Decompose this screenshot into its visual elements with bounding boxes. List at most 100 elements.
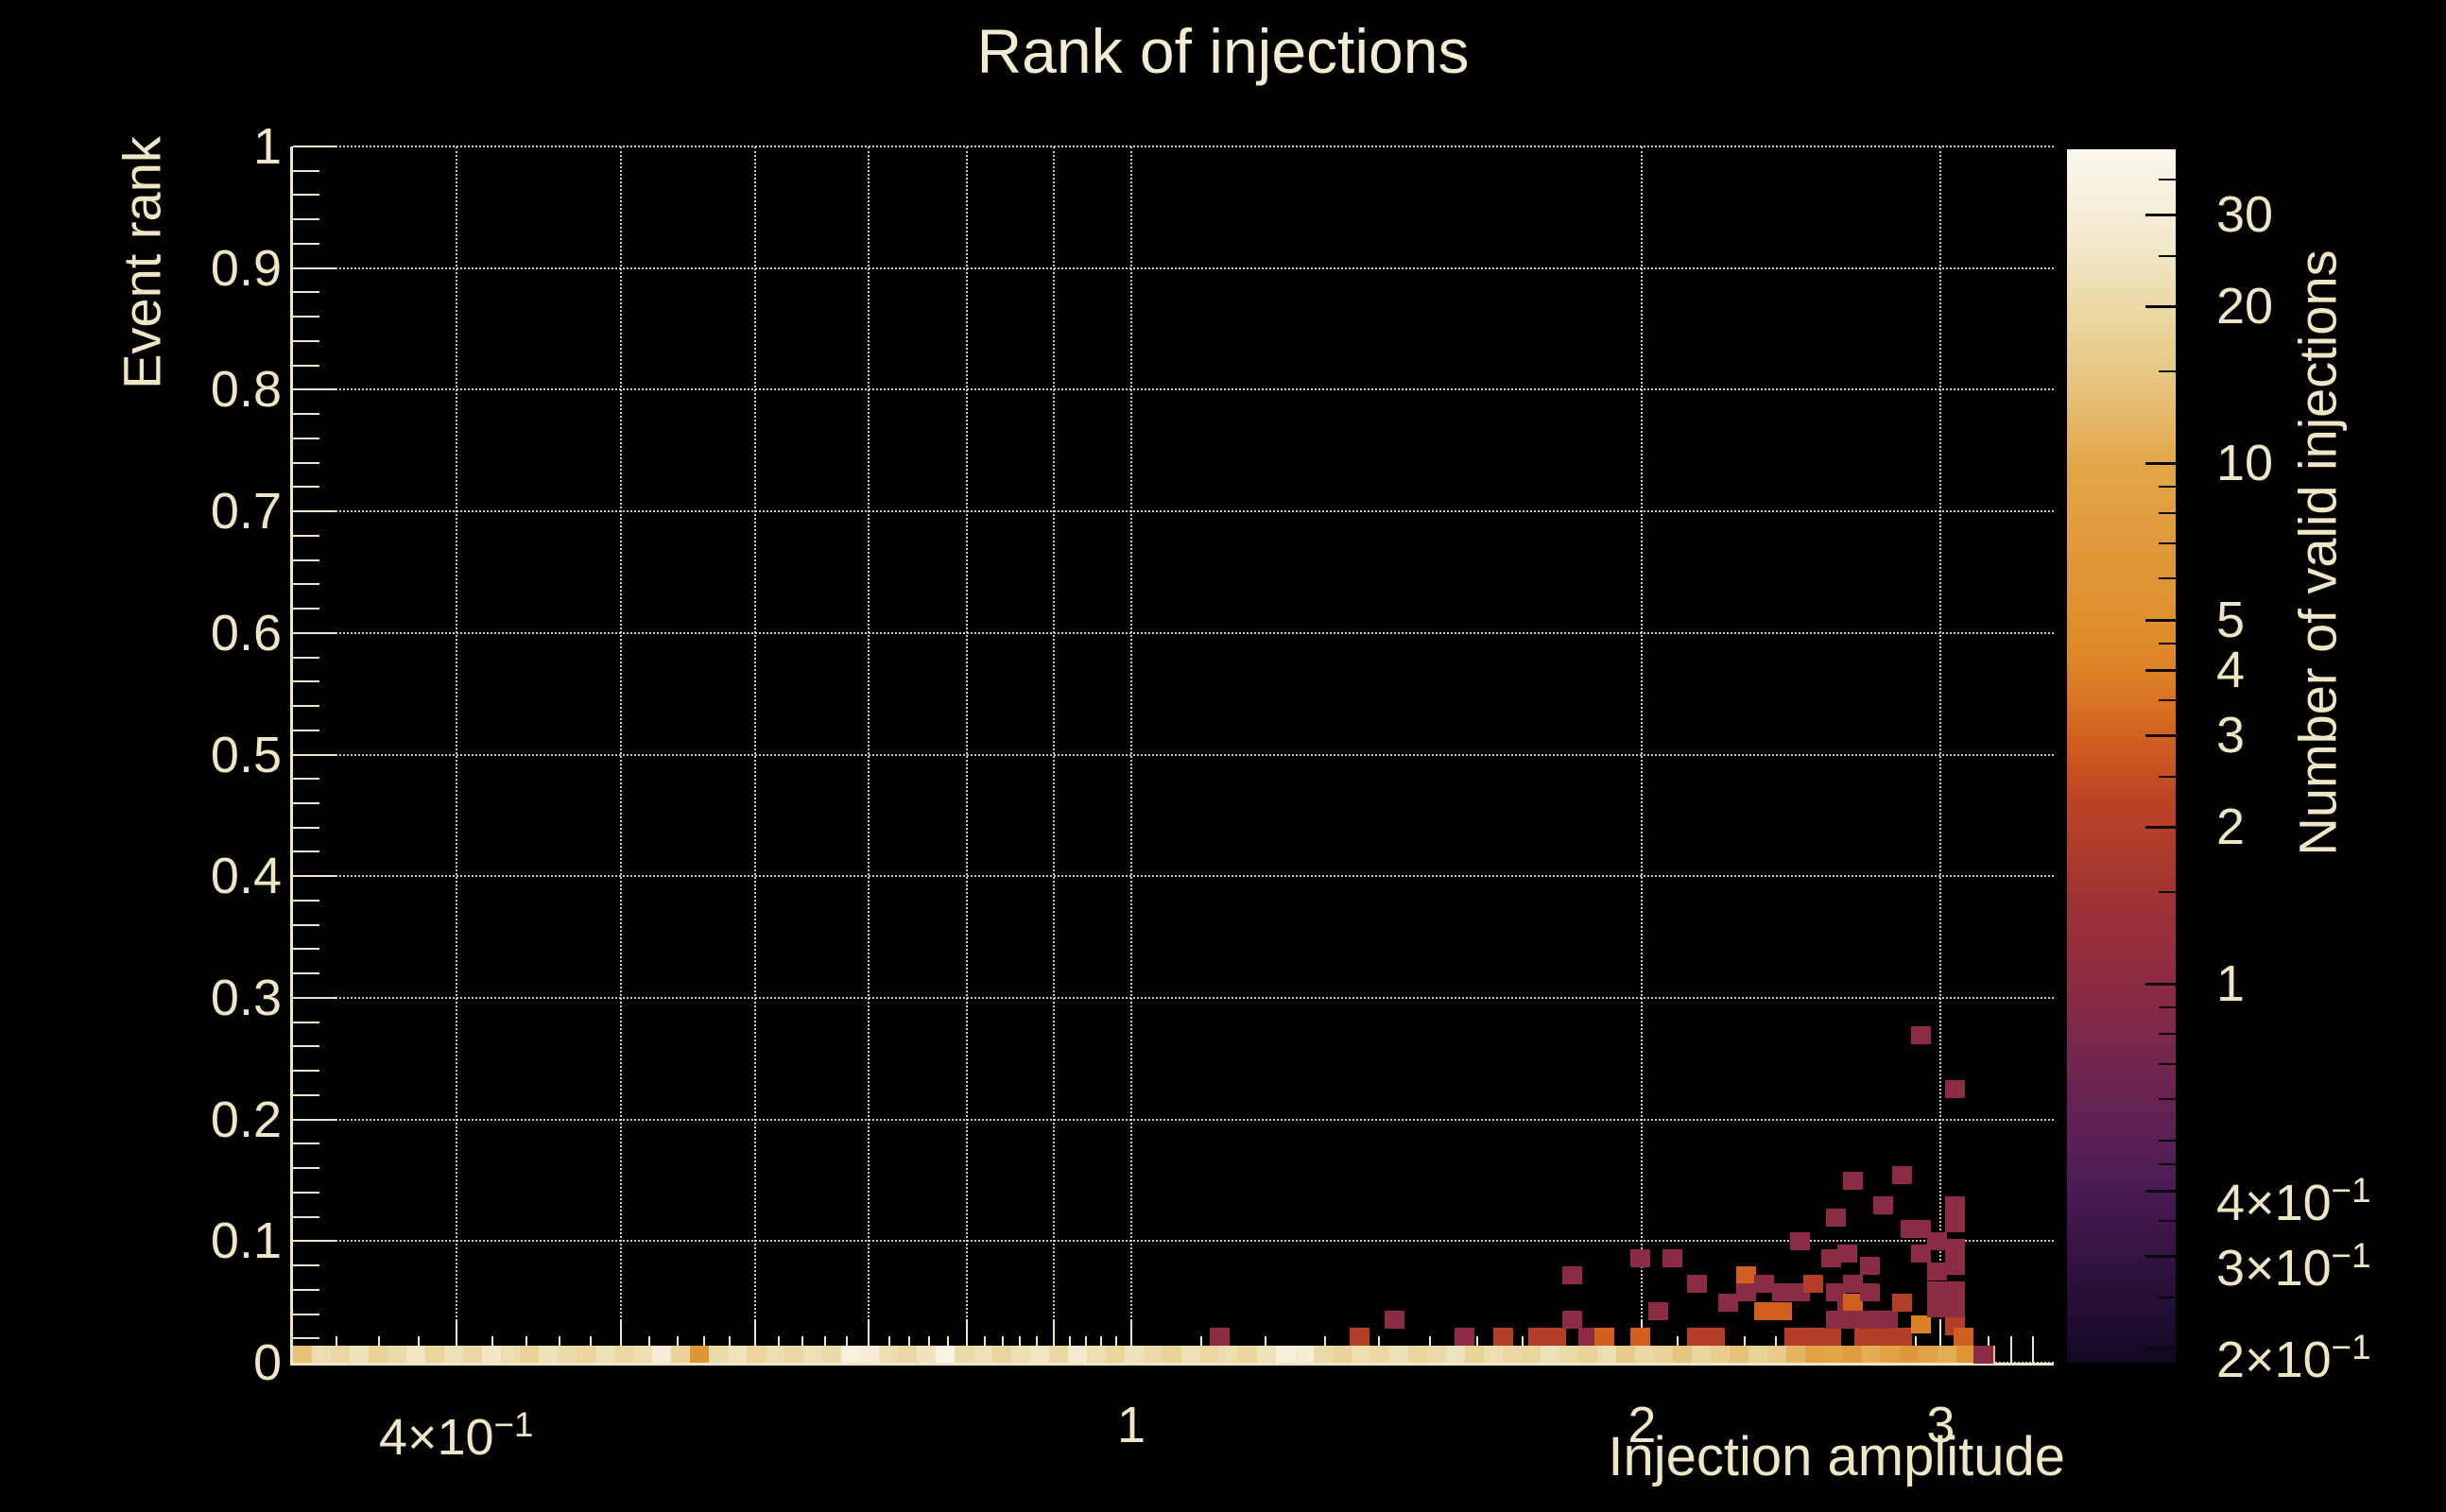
heatmap-cell bbox=[1927, 1280, 1947, 1299]
y-minor-tick bbox=[293, 1045, 319, 1048]
colorbar-tick-label: 1 bbox=[2216, 955, 2246, 1012]
heatmap-band-cell bbox=[1541, 1346, 1560, 1363]
heatmap-band-cell bbox=[766, 1346, 785, 1363]
y-minor-tick bbox=[293, 801, 319, 804]
y-minor-tick bbox=[293, 437, 319, 439]
heatmap-cell bbox=[1647, 1301, 1668, 1320]
heatmap-cell bbox=[1210, 1327, 1231, 1346]
heatmap-band-cell bbox=[709, 1346, 729, 1363]
y-minor-tick bbox=[293, 194, 319, 197]
colorbar-tick-label: 20 bbox=[2216, 278, 2274, 335]
heatmap-cell bbox=[1802, 1275, 1823, 1294]
colorbar-minor-tick bbox=[2159, 486, 2176, 489]
y-minor-tick bbox=[293, 461, 319, 464]
y-major-tick bbox=[293, 996, 336, 999]
heatmap-cell bbox=[1944, 1238, 1965, 1257]
x-major-tick bbox=[1052, 1319, 1055, 1363]
colorbar-major-tick bbox=[2145, 1190, 2176, 1194]
x-gridline bbox=[455, 146, 457, 1363]
y-minor-tick bbox=[293, 1288, 319, 1291]
colorbar-tick-label: 30 bbox=[2216, 186, 2274, 244]
heatmap-cell bbox=[1802, 1327, 1823, 1346]
y-minor-tick bbox=[293, 729, 319, 731]
y-major-tick bbox=[293, 753, 336, 756]
colorbar-major-tick bbox=[2145, 214, 2176, 217]
heatmap-band-cell bbox=[1257, 1346, 1277, 1363]
heatmap-band-cell bbox=[1522, 1346, 1542, 1363]
y-minor-tick bbox=[293, 778, 319, 781]
colorbar-minor-tick bbox=[2159, 1063, 2176, 1066]
x-gridline bbox=[1641, 146, 1644, 1363]
heatmap-cell bbox=[1854, 1327, 1875, 1346]
heatmap-cell bbox=[1789, 1232, 1810, 1251]
y-minor-tick bbox=[293, 656, 319, 659]
colorbar-tick-exponent: −1 bbox=[2331, 1171, 2371, 1211]
heatmap-band-cell bbox=[1597, 1346, 1617, 1363]
heatmap-band-cell bbox=[1049, 1346, 1069, 1363]
heatmap-band-cell bbox=[1144, 1346, 1163, 1363]
heatmap-cell bbox=[1350, 1327, 1370, 1346]
colorbar-major-tick bbox=[2145, 618, 2176, 622]
y-gridline bbox=[293, 146, 2054, 147]
y-minor-tick bbox=[293, 339, 319, 342]
x-tick-label: 4×10−1 bbox=[378, 1405, 534, 1466]
heatmap-band-cell bbox=[841, 1346, 861, 1363]
colorbar-minor-tick bbox=[2159, 890, 2176, 893]
colorbar-gradient bbox=[2067, 149, 2176, 1363]
heatmap-band-cell bbox=[1919, 1346, 1938, 1363]
heatmap-band-cell bbox=[728, 1346, 748, 1363]
heatmap-cell bbox=[1754, 1275, 1775, 1294]
heatmap-band-cell bbox=[614, 1346, 634, 1363]
x-minor-tick bbox=[2032, 1336, 2034, 1363]
colorbar-tick-exponent: −1 bbox=[2331, 1236, 2371, 1276]
heatmap-cell bbox=[1704, 1327, 1725, 1346]
heatmap-cell bbox=[1892, 1327, 1913, 1346]
heatmap-cell bbox=[1843, 1171, 1864, 1190]
heatmap-band-cell bbox=[652, 1346, 672, 1363]
heatmap-band-cell bbox=[406, 1346, 426, 1363]
colorbar-minor-tick bbox=[2159, 643, 2176, 645]
heatmap-band-cell bbox=[898, 1346, 918, 1363]
y-minor-tick bbox=[293, 608, 319, 610]
y-gridline bbox=[293, 1118, 2054, 1121]
y-major-tick bbox=[293, 631, 336, 634]
heatmap-band-cell bbox=[331, 1346, 351, 1363]
heatmap-cell bbox=[1873, 1195, 1894, 1214]
heatmap-band-cell bbox=[1503, 1346, 1523, 1363]
y-tick-label: 0.5 bbox=[210, 726, 282, 783]
heatmap-band-cell bbox=[1730, 1346, 1749, 1363]
y-minor-tick bbox=[293, 1143, 319, 1145]
x-gridline bbox=[753, 146, 756, 1363]
heatmap-band-cell bbox=[822, 1346, 842, 1363]
heatmap-band-cell bbox=[312, 1346, 332, 1363]
heatmap-band-cell bbox=[1011, 1346, 1031, 1363]
heatmap-band-cell bbox=[1843, 1346, 1863, 1363]
colorbar-minor-tick bbox=[2159, 254, 2176, 257]
heatmap-cell bbox=[1662, 1249, 1683, 1268]
heatmap-cell bbox=[1944, 1213, 1965, 1232]
y-minor-tick bbox=[293, 218, 319, 221]
heatmap-cell bbox=[1826, 1310, 1847, 1329]
heatmap-cell bbox=[1837, 1245, 1858, 1263]
heatmap-cell bbox=[1771, 1283, 1792, 1302]
x-gridline bbox=[867, 146, 870, 1363]
heatmap-cell bbox=[1944, 1257, 1965, 1276]
x-minor-tick bbox=[2009, 1336, 2012, 1363]
heatmap-cell bbox=[1944, 1299, 1965, 1318]
heatmap-cell bbox=[1629, 1327, 1650, 1346]
heatmap-band-cell bbox=[992, 1346, 1012, 1363]
heatmap-cell bbox=[1927, 1232, 1947, 1251]
heatmap-band-cell bbox=[558, 1346, 577, 1363]
heatmap-band-cell bbox=[501, 1346, 521, 1363]
heatmap-cell bbox=[1944, 1080, 1965, 1099]
y-minor-tick bbox=[293, 1021, 319, 1023]
y-major-tick bbox=[293, 875, 336, 878]
y-minor-tick bbox=[293, 1191, 319, 1194]
heatmap-cell bbox=[1718, 1293, 1739, 1312]
heatmap-band-cell bbox=[1314, 1346, 1334, 1363]
y-minor-tick bbox=[293, 316, 319, 318]
colorbar-tick-exponent: −1 bbox=[2331, 1328, 2371, 1367]
y-gridline bbox=[293, 266, 2054, 269]
x-axis-title: Injection amplitude bbox=[1608, 1426, 2065, 1487]
y-minor-tick bbox=[293, 1313, 319, 1315]
